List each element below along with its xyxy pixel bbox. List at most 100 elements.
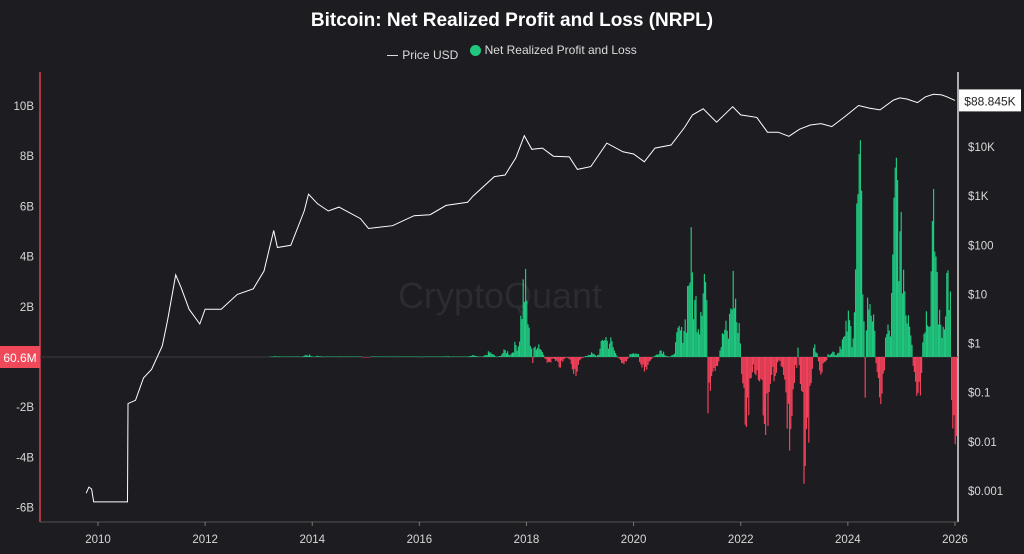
nrpl-bar [445,356,447,357]
nrpl-bar [610,337,612,357]
nrpl-bar [791,357,793,416]
legend-item-nrpl[interactable]: Net Realized Profit and Loss [469,43,637,57]
nrpl-bar [927,325,929,357]
nrpl-bar [444,356,446,357]
nrpl-bar [550,357,552,363]
nrpl-bar [517,346,519,357]
nrpl-bar [864,357,866,398]
nrpl-bar [624,357,626,362]
nrpl-bar [907,315,909,357]
nrpl-bar [409,356,411,357]
left-tick-label: -6B [16,503,34,515]
nrpl-bar [349,356,351,357]
nrpl-bar [775,357,777,373]
nrpl-bar [354,356,356,357]
nrpl-bar [807,357,809,418]
nrpl-bar [915,357,917,382]
nrpl-bar [702,293,704,357]
nrpl-bar [784,357,786,380]
nrpl-bar [795,357,797,365]
nrpl-bar [340,356,342,357]
nrpl-bar [787,357,789,404]
nrpl-bar [420,356,422,358]
nrpl-bar [430,356,432,357]
line-swatch-icon [387,54,399,56]
nrpl-bar [921,357,923,373]
nrpl-bar [838,352,840,357]
nrpl-bar [397,356,399,357]
nrpl-bar [635,353,637,357]
nrpl-bar [287,356,289,357]
nrpl-bar [421,356,423,358]
nrpl-bar [919,357,921,396]
nrpl-bar [732,270,734,357]
nrpl-bar [275,356,277,357]
nrpl-bar [484,355,486,357]
nrpl-bar [706,300,708,357]
nrpl-bar [853,312,855,357]
nrpl-bar [549,357,551,362]
nrpl-bar [581,357,583,358]
nrpl-bar [615,353,617,357]
nrpl-bar [450,356,452,357]
nrpl-bar [893,197,895,357]
nrpl-bar [612,347,614,357]
nrpl-bar [400,356,402,357]
nrpl-bar [685,332,687,357]
nrpl-bar [307,355,309,357]
right-tick-label: $10K [968,142,995,154]
nrpl-current-badge [0,346,40,368]
nrpl-bar [407,356,409,357]
nrpl-bar [757,357,759,381]
nrpl-bar [569,357,571,360]
nrpl-bar [747,357,749,398]
nrpl-bar [312,356,314,358]
nrpl-bar [282,356,284,357]
nrpl-bar [677,327,679,357]
nrpl-bar [402,356,404,357]
nrpl-bar [411,356,413,357]
nrpl-bar [649,357,651,361]
nrpl-bar [723,334,725,357]
legend-item-price[interactable]: Price USD [387,48,458,62]
nrpl-bar [576,357,578,372]
nrpl-bar [595,356,597,357]
nrpl-bar [571,357,573,370]
nrpl-bar [809,357,811,386]
nrpl-bar [849,320,851,357]
nrpl-bar [617,357,619,358]
nrpl-bar [360,356,362,357]
nrpl-bar [621,357,623,363]
nrpl-bar [663,351,665,357]
nrpl-bar [724,329,726,357]
nrpl-bar [471,355,473,357]
nrpl-bar [796,357,798,368]
nrpl-bar [876,357,878,373]
nrpl-bar [802,357,804,393]
nrpl-bar [468,356,470,357]
nrpl-bar [619,357,621,360]
nrpl-bar [321,356,323,357]
nrpl-bar [821,357,823,373]
nrpl-bar [279,356,281,358]
nrpl-bar [456,356,458,357]
nrpl-bar [822,357,824,364]
nrpl-bar [413,356,415,357]
nrpl-bar [516,350,518,357]
nrpl-bar [376,356,378,357]
nrpl-bar [580,357,582,360]
nrpl-bar [433,356,435,357]
nrpl-bar [743,357,745,388]
nrpl-bar [941,338,943,357]
nrpl-bar [771,357,773,375]
nrpl-bar [361,357,363,358]
nrpl-bar [768,357,770,392]
nrpl-bar [857,194,859,357]
x-tick-label: 2016 [407,534,433,546]
nrpl-bar [683,330,685,357]
nrpl-bar [304,355,306,357]
nrpl-bar [551,357,553,359]
nrpl-bar [323,356,325,358]
nrpl-bar [322,356,324,358]
nrpl-bar [589,354,591,357]
